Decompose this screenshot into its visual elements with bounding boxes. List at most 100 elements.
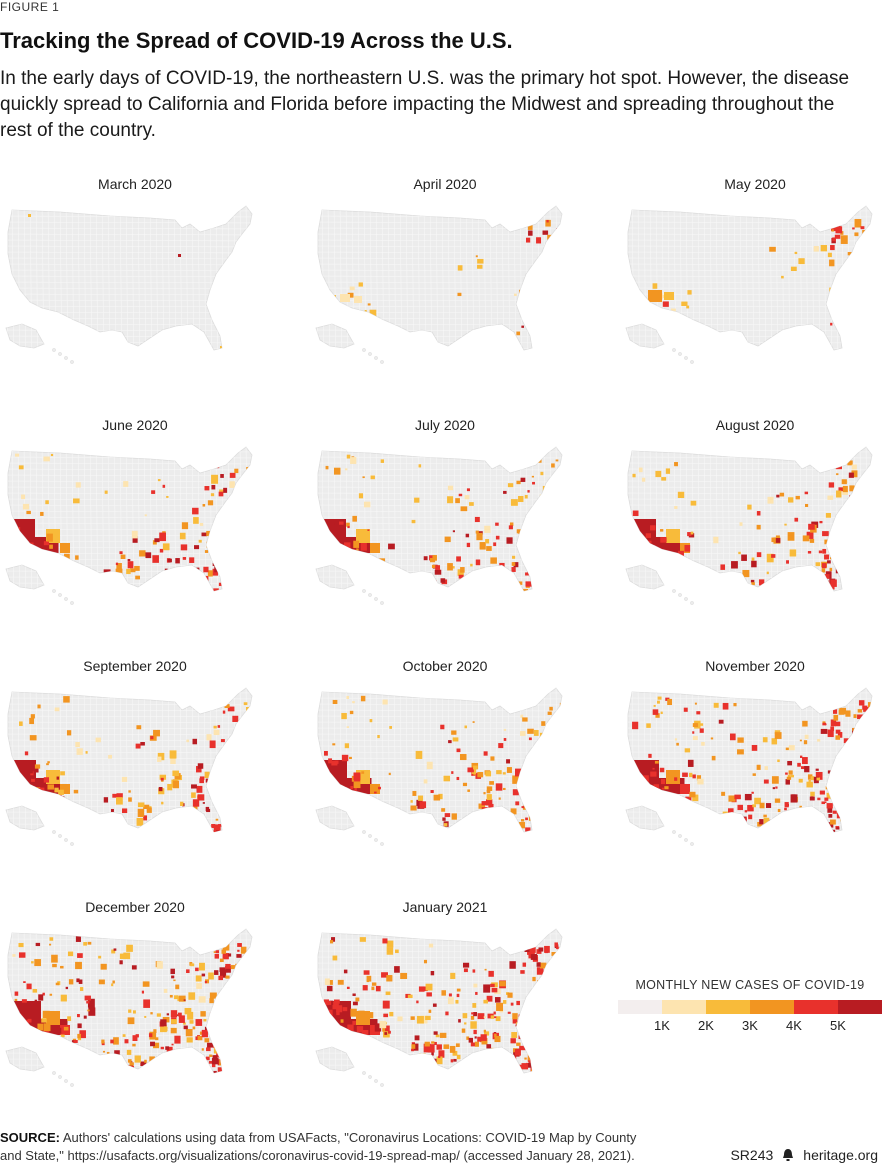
hawaii-island — [678, 593, 682, 597]
county-hotspot — [451, 771, 454, 774]
county-hotspot — [447, 496, 454, 504]
county-hotspot — [127, 1017, 135, 1025]
us-county-map — [315, 205, 563, 364]
county-hotspot — [533, 821, 540, 827]
county-hotspot — [655, 470, 662, 478]
county-hotspot — [674, 505, 678, 509]
county-hotspot — [43, 777, 50, 783]
county-hotspot — [438, 1050, 445, 1058]
county-hotspot — [758, 579, 765, 586]
county-hotspot — [424, 822, 431, 830]
county-hotspot — [536, 962, 541, 967]
county-hotspot — [141, 990, 145, 994]
county-hotspot — [779, 492, 785, 497]
county-hotspot — [202, 581, 207, 586]
map-title: November 2020 — [705, 658, 805, 674]
county-hotspot — [212, 831, 218, 832]
county-hotspot — [352, 1020, 356, 1025]
county-hotspot — [794, 517, 799, 522]
county-hotspot — [42, 992, 45, 996]
hawaii-island — [58, 1075, 62, 1079]
county-hotspot — [78, 979, 83, 984]
county-hotspot — [175, 558, 180, 564]
county-hotspot — [49, 943, 52, 946]
county-hotspot — [87, 941, 92, 945]
county-hotspot — [495, 522, 499, 526]
county-hotspot — [76, 978, 80, 983]
county-hotspot — [630, 521, 636, 528]
county-hotspot — [241, 968, 249, 978]
county-hotspot — [340, 1019, 344, 1023]
county-hotspot — [559, 702, 562, 710]
county-hotspot — [447, 563, 453, 571]
county-hotspot — [559, 711, 562, 718]
county-hotspot — [420, 1057, 424, 1060]
county-hotspot — [477, 258, 484, 264]
county-hotspot — [170, 757, 176, 765]
county-hotspot — [534, 562, 538, 565]
county-hotspot — [380, 459, 384, 463]
legend-swatch — [706, 1000, 751, 1014]
county-hotspot — [797, 762, 801, 767]
county-hotspot — [685, 796, 692, 801]
county-hotspot — [771, 738, 778, 745]
county-hotspot — [129, 568, 136, 573]
county-hotspot — [444, 813, 451, 818]
county-hotspot — [410, 805, 417, 811]
county-hotspot — [821, 587, 828, 591]
county-hotspot — [547, 486, 553, 491]
county-hotspot — [382, 1000, 390, 1009]
site-link[interactable]: heritage.org — [803, 1147, 878, 1163]
county-hotspot — [170, 1010, 178, 1018]
county-hotspot — [102, 1050, 106, 1053]
county-hotspot — [784, 807, 787, 811]
county-hotspot — [844, 830, 847, 832]
county-hotspot — [222, 573, 226, 578]
county-hotspot — [764, 766, 768, 771]
county-hotspot — [196, 785, 203, 793]
county-hotspot — [41, 538, 44, 541]
county-hotspot — [843, 805, 850, 814]
county-hotspot — [137, 808, 145, 817]
county-hotspot — [352, 515, 357, 522]
county-hotspot — [718, 719, 724, 724]
hawaii-island — [368, 834, 372, 838]
county-hotspot — [239, 964, 245, 971]
county-hotspot — [525, 827, 531, 832]
county-hotspot — [46, 763, 49, 766]
county-hotspot — [653, 704, 656, 707]
county-hotspot — [819, 790, 825, 795]
county-hotspot — [349, 756, 352, 760]
county-hotspot — [674, 777, 678, 781]
county-hotspot — [184, 1007, 192, 1015]
county-hotspot — [328, 523, 335, 530]
county-hotspot — [411, 1058, 419, 1064]
county-hotspot — [204, 486, 210, 491]
county-hotspot — [486, 1044, 492, 1049]
county-hotspot — [460, 567, 465, 573]
county-hotspot — [213, 951, 216, 954]
map-panel: September 2020 — [0, 652, 270, 887]
county-hotspot — [439, 1032, 447, 1038]
county-hotspot — [524, 799, 531, 804]
county-hotspot — [422, 986, 428, 992]
county-hotspot — [83, 1015, 87, 1019]
county-hotspot — [525, 817, 528, 821]
us-county-map — [315, 928, 563, 1087]
county-hotspot — [172, 770, 179, 777]
county-hotspot — [364, 309, 367, 313]
county-hotspot — [464, 1022, 467, 1025]
county-hotspot — [416, 1015, 424, 1024]
county-hotspot — [149, 1031, 157, 1040]
county-hotspot — [444, 536, 451, 543]
hawaii-island — [684, 838, 688, 842]
county-hotspot — [352, 993, 356, 996]
county-hotspot — [189, 557, 195, 563]
county-hotspot — [359, 937, 366, 942]
county-hotspot — [246, 725, 251, 731]
county-hotspot — [490, 983, 495, 988]
county-hotspot — [729, 733, 736, 741]
county-hotspot — [326, 1001, 332, 1005]
county-hotspot — [386, 947, 394, 955]
county-hotspot — [521, 806, 525, 809]
